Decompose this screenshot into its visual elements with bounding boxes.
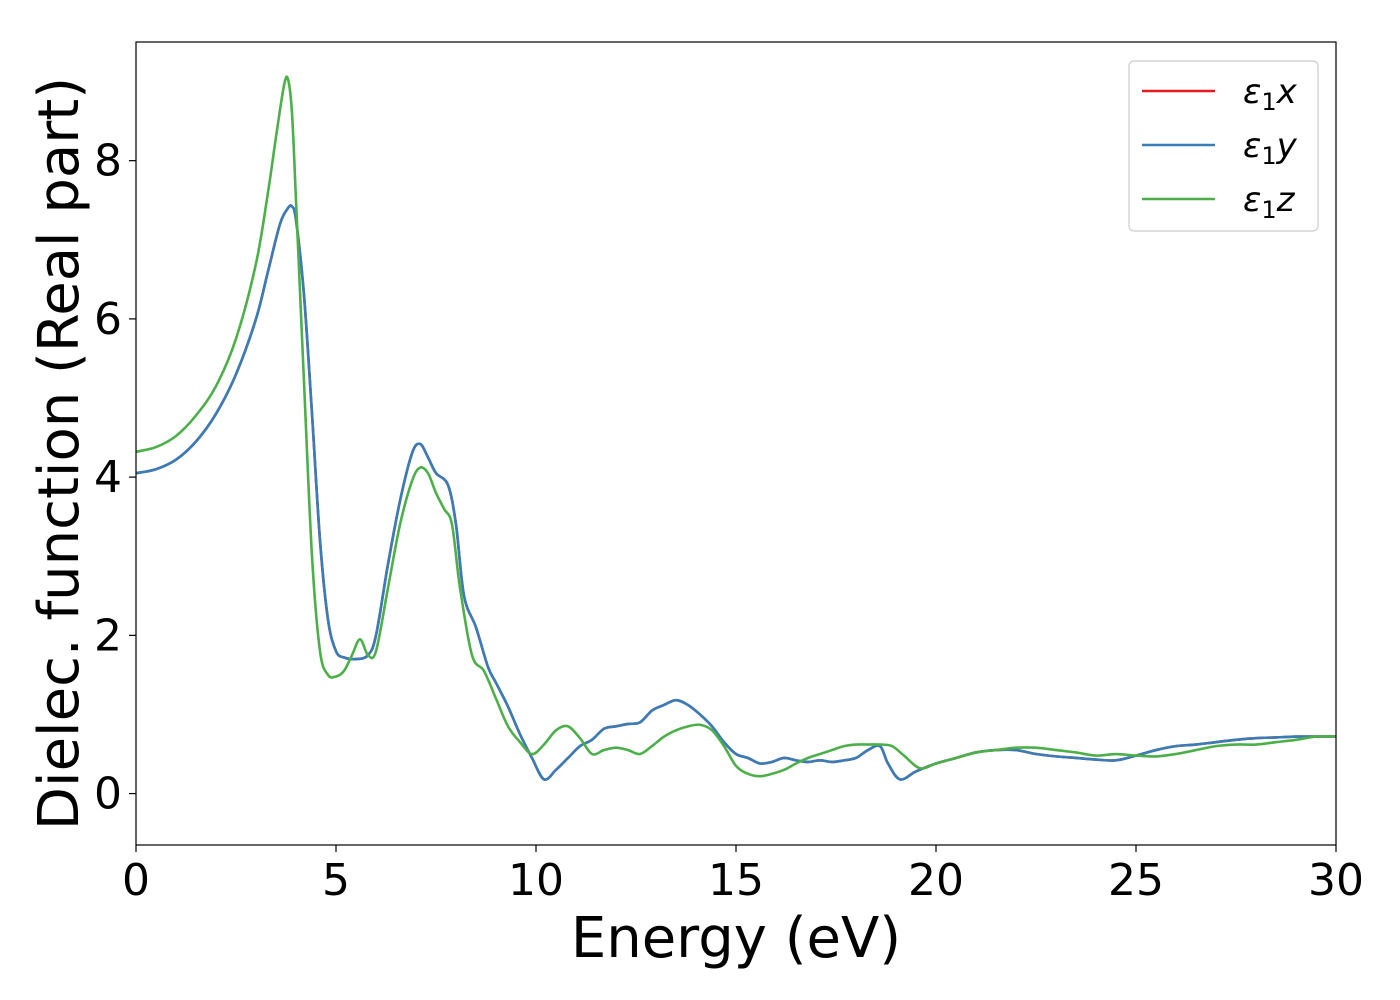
series-line-3 bbox=[136, 75, 1336, 778]
x-tick-label: 20 bbox=[908, 855, 964, 906]
legend-label: ε1z bbox=[1243, 180, 1296, 224]
legend: ε1x ε1y ε1z bbox=[1128, 60, 1319, 232]
y-axis-label: Dielec. function (Real part) bbox=[27, 77, 92, 830]
x-tick-label: 15 bbox=[708, 855, 764, 906]
y-tick-label: 4 bbox=[94, 452, 122, 503]
y-tick-label: 2 bbox=[94, 610, 122, 661]
x-tick-label: 5 bbox=[322, 855, 350, 906]
y-axis-ticks: 0 2 4 6 8 bbox=[94, 136, 136, 820]
legend-box bbox=[1128, 60, 1319, 232]
y-tick-label: 6 bbox=[94, 294, 122, 345]
x-axis-ticks: 0 5 10 15 20 25 30 bbox=[122, 845, 1364, 906]
series-line-2 bbox=[136, 204, 1336, 781]
legend-label: ε1x bbox=[1243, 72, 1298, 116]
y-tick-label: 0 bbox=[94, 769, 122, 820]
plot-lines bbox=[136, 75, 1336, 781]
x-tick-label: 10 bbox=[508, 855, 564, 906]
x-tick-label: 30 bbox=[1308, 855, 1364, 906]
x-tick-label: 0 bbox=[122, 855, 150, 906]
legend-label: ε1y bbox=[1243, 126, 1298, 170]
y-tick-label: 8 bbox=[94, 136, 122, 187]
x-axis-label: Energy (eV) bbox=[571, 906, 901, 971]
x-tick-label: 25 bbox=[1108, 855, 1164, 906]
